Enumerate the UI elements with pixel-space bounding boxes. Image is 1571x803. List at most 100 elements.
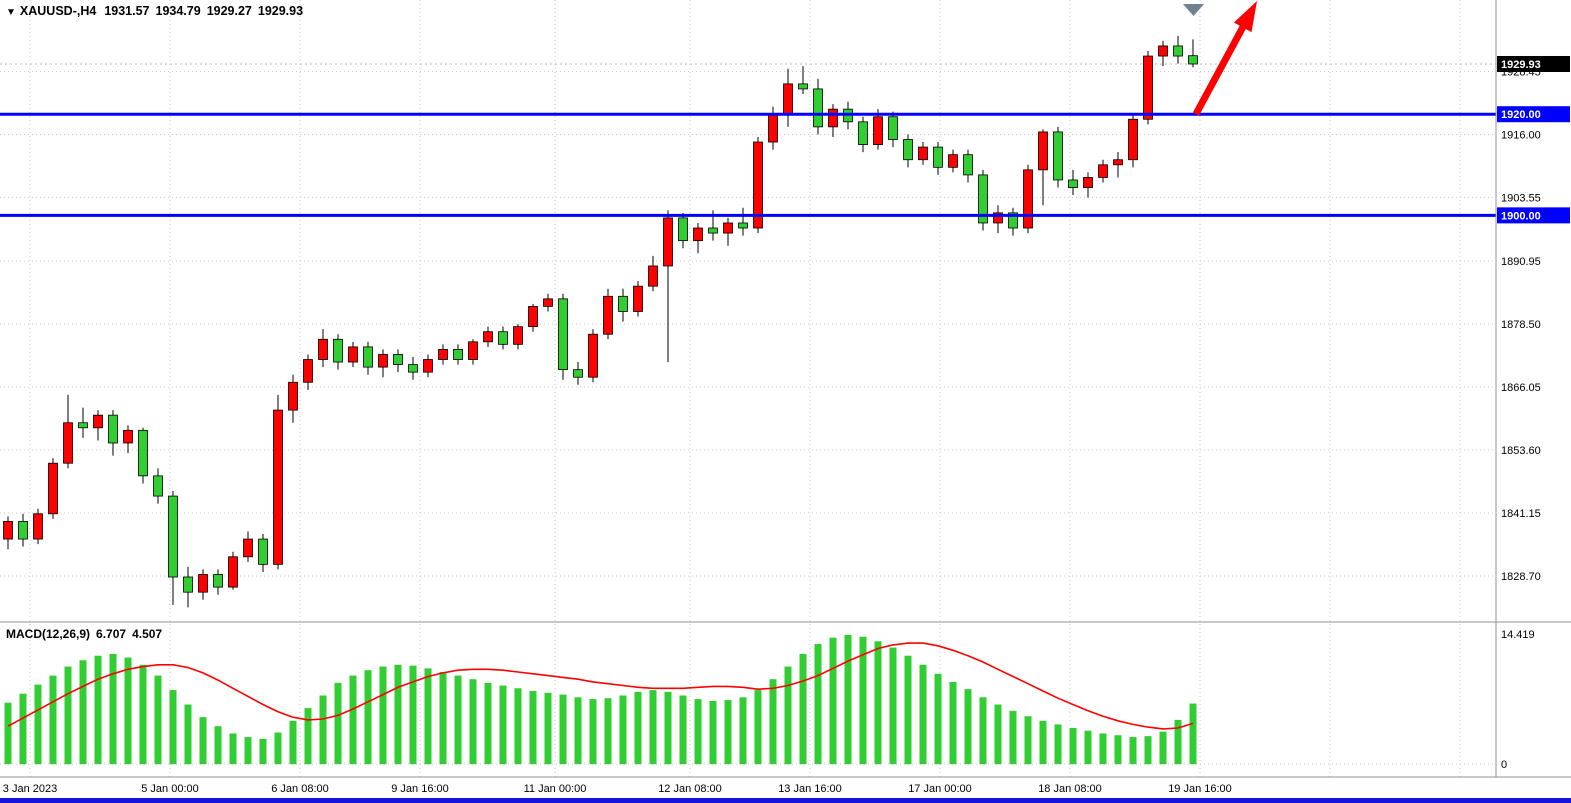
candle-body bbox=[258, 538, 268, 565]
candle-body bbox=[423, 359, 433, 373]
time-axis-label: 17 Jan 00:00 bbox=[908, 783, 972, 795]
price-axis-label: 1928.45 bbox=[1501, 66, 1541, 78]
horizontal-line-1920.00[interactable]: 1920.00 bbox=[0, 106, 1570, 123]
macd-bar bbox=[229, 733, 237, 765]
macd-bar bbox=[349, 675, 357, 765]
price-tag-label: 1900.00 bbox=[1501, 210, 1541, 222]
candle-body bbox=[708, 227, 718, 234]
candle-body bbox=[1098, 164, 1108, 178]
horizontal-line-1900.00[interactable]: 1900.00 bbox=[0, 207, 1570, 224]
time-axis-label: 5 Jan 00:00 bbox=[141, 783, 199, 795]
triangle-marker-icon[interactable] bbox=[1183, 4, 1204, 16]
macd-bar bbox=[1099, 733, 1107, 765]
macd-bar bbox=[829, 637, 837, 765]
candle-body bbox=[303, 359, 313, 383]
macd-bar bbox=[544, 692, 552, 765]
candle-body bbox=[1143, 55, 1153, 120]
macd-bar bbox=[1009, 710, 1017, 765]
time-axis-label: 19 Jan 16:00 bbox=[1168, 783, 1232, 795]
macd-bar bbox=[559, 694, 567, 765]
macd-bar bbox=[634, 691, 642, 765]
symbol-dropdown-icon[interactable]: ▼ bbox=[6, 7, 16, 18]
price-axis-label: 1878.50 bbox=[1501, 319, 1541, 331]
candle-body bbox=[693, 227, 703, 242]
grid-lines bbox=[0, 0, 1496, 777]
candle-body bbox=[138, 429, 148, 477]
macd-bar bbox=[949, 681, 957, 765]
macd-bar bbox=[364, 670, 372, 765]
candle-body bbox=[618, 295, 628, 312]
time-axis-label: 9 Jan 16:00 bbox=[391, 783, 449, 795]
candle-body bbox=[1008, 212, 1018, 229]
price-axis: 1928.45 1916.00 1903.55 1890.95 1878.50 1866.… bbox=[1501, 66, 1541, 771]
macd-bar bbox=[394, 664, 402, 765]
candle-body bbox=[558, 298, 568, 371]
candle-body bbox=[963, 154, 973, 176]
candle-body bbox=[468, 341, 478, 360]
ohlc-low: 1929.27 bbox=[206, 4, 252, 18]
candle-body bbox=[363, 346, 373, 368]
macd-bar bbox=[439, 671, 447, 765]
macd-bar bbox=[574, 697, 582, 765]
time-axis: 3 Jan 2023 5 Jan 00:00 6 Jan 08:00 9 Jan 16… bbox=[3, 783, 1232, 795]
candle-body bbox=[1083, 177, 1093, 188]
ohlc-open: 1931.57 bbox=[104, 4, 150, 18]
macd-bar bbox=[844, 634, 852, 765]
candle-body bbox=[993, 212, 1003, 224]
macd-main-value: 6.707 bbox=[96, 627, 127, 641]
candle-body bbox=[168, 495, 178, 578]
price-tag bbox=[1497, 207, 1570, 224]
macd-bar bbox=[64, 666, 72, 765]
macd-signal-line bbox=[7, 642, 1194, 730]
chart-symbol-timeframe: XAUUSD-,H4 bbox=[19, 4, 97, 18]
candle-body bbox=[1128, 118, 1138, 161]
macd-bar bbox=[589, 699, 597, 765]
candle-body bbox=[333, 338, 343, 363]
candle-body bbox=[288, 381, 298, 411]
macd-bar bbox=[424, 668, 432, 765]
time-axis-label: 11 Jan 00:00 bbox=[524, 783, 587, 795]
trend-arrow-head[interactable] bbox=[1233, 1, 1257, 33]
candle-body bbox=[663, 217, 673, 267]
candle-body bbox=[198, 574, 208, 593]
candle-body bbox=[3, 520, 13, 540]
candle-body bbox=[78, 422, 88, 429]
macd-bar bbox=[709, 700, 717, 765]
macd-bar bbox=[1144, 736, 1152, 765]
macd-bar bbox=[499, 685, 507, 765]
candle-body bbox=[348, 346, 358, 363]
macd-bar bbox=[259, 738, 267, 765]
macd-bar bbox=[1189, 703, 1197, 765]
current-price-tag-bg bbox=[1497, 55, 1570, 72]
candle-body bbox=[378, 354, 388, 368]
macd-bar bbox=[919, 664, 927, 765]
macd-bar bbox=[214, 726, 222, 765]
macd-axis-label: 0 bbox=[1501, 759, 1507, 771]
macd-bar bbox=[799, 653, 807, 765]
macd-bar bbox=[274, 732, 282, 765]
candle-body bbox=[273, 409, 283, 565]
macd-bar bbox=[1069, 728, 1077, 765]
macd-bar bbox=[934, 673, 942, 765]
candle-body bbox=[153, 475, 163, 497]
candle-body bbox=[648, 265, 658, 287]
macd-bar bbox=[1129, 737, 1137, 765]
macd-bar bbox=[1084, 730, 1092, 765]
candle-body bbox=[918, 146, 928, 161]
current-price-tag: 1929.93 bbox=[1497, 55, 1570, 72]
window-border-bottom bbox=[0, 798, 1571, 803]
macd-bar bbox=[94, 655, 102, 765]
candle-body bbox=[243, 538, 253, 558]
trend-arrow[interactable] bbox=[1192, 1, 1257, 116]
candle-body bbox=[753, 141, 763, 229]
candle-body bbox=[108, 414, 118, 444]
macd-bar bbox=[124, 657, 132, 765]
candle-body bbox=[93, 414, 103, 429]
candle-body bbox=[393, 354, 403, 365]
macd-indicator-name: MACD(12,26,9) bbox=[6, 627, 91, 641]
trend-arrow-shaft[interactable] bbox=[1192, 23, 1248, 116]
candle-body bbox=[678, 217, 688, 242]
macd-bar bbox=[19, 693, 27, 765]
